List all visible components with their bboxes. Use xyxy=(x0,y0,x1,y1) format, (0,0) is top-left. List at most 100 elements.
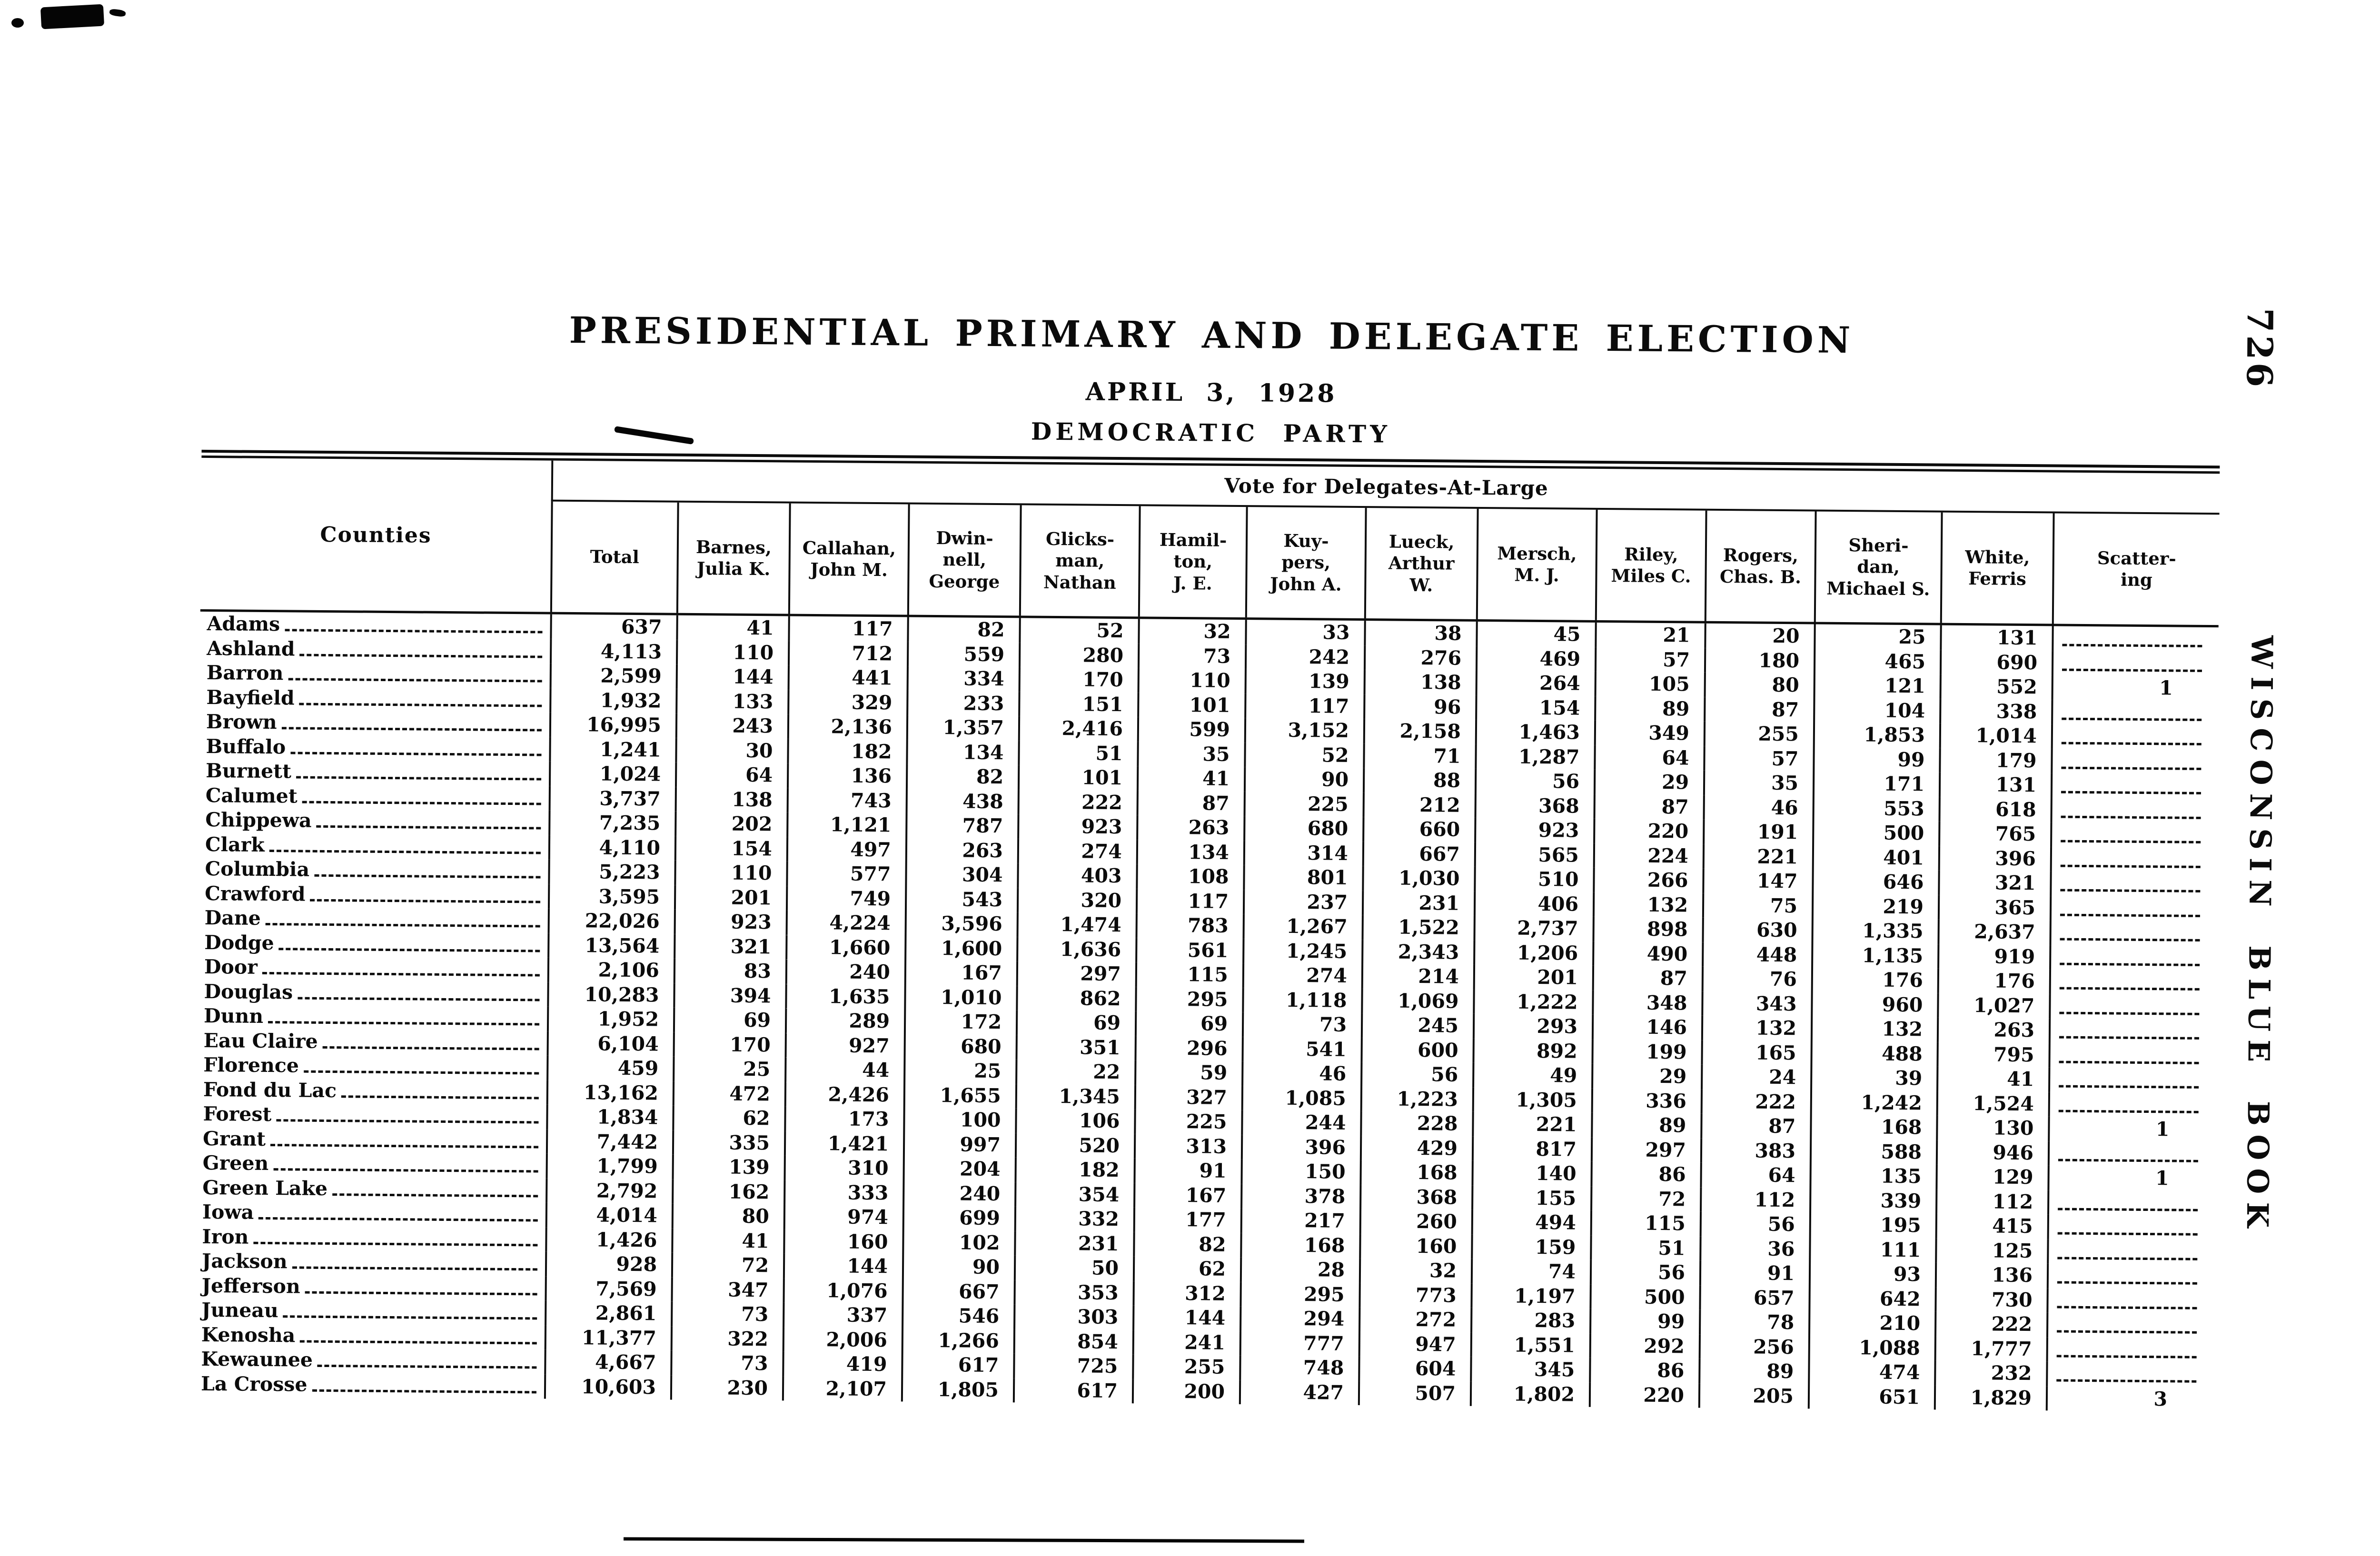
scattering-cell: 1 xyxy=(2051,675,2218,701)
running-title: WISCONSIN BLUE BOOK xyxy=(2240,635,2280,1236)
county-cell: Bayfield xyxy=(199,685,549,712)
vote-cell: 465 xyxy=(1813,649,1940,674)
vote-cell: 162 xyxy=(672,1179,784,1205)
vote-cell: 41 xyxy=(1936,1066,2049,1092)
vote-cell: 1,222 xyxy=(1473,989,1592,1015)
vote-cell: 617 xyxy=(901,1352,1013,1378)
total-cell: 1,799 xyxy=(545,1153,672,1179)
county-name: Door xyxy=(204,955,258,979)
vote-cell: 80 xyxy=(1704,672,1814,698)
dotted-leader xyxy=(2061,773,2202,794)
dotted-leader xyxy=(2056,1337,2197,1358)
scattering-cell xyxy=(2050,822,2217,848)
candidate-column-header: Kuy- pers, John A. xyxy=(1245,507,1365,619)
vote-cell: 4,224 xyxy=(785,910,905,936)
vote-cell: 1,242 xyxy=(1810,1090,1937,1116)
vote-cell: 947 xyxy=(1358,1331,1471,1357)
total-cell: 7,569 xyxy=(545,1276,671,1302)
vote-cell: 1,421 xyxy=(783,1131,903,1157)
total-cell: 4,667 xyxy=(544,1349,671,1376)
vote-cell: 898 xyxy=(1592,916,1702,942)
vote-cell: 136 xyxy=(786,763,906,789)
vote-cell: 274 xyxy=(1017,838,1137,864)
candidate-column-header: White, Ferris xyxy=(1940,512,2053,624)
vote-cell: 46 xyxy=(1241,1061,1361,1087)
candidate-column-header: Lueck, Arthur W. xyxy=(1364,508,1477,619)
dotted-leader xyxy=(2057,1288,2197,1309)
vote-cell: 76 xyxy=(1701,966,1812,992)
vote-cell: 244 xyxy=(1241,1110,1360,1136)
scattering-cell: 3 xyxy=(2045,1386,2213,1412)
vote-cell: 160 xyxy=(1359,1233,1471,1259)
total-cell: 5,223 xyxy=(548,859,674,885)
vote-cell: 490 xyxy=(1592,941,1702,967)
vote-cell: 240 xyxy=(785,959,905,985)
scattering-cell xyxy=(2048,1018,2216,1044)
county-cell: Kenosha xyxy=(195,1322,545,1349)
vote-cell: 2,637 xyxy=(1937,919,2050,945)
vote-cell: 82 xyxy=(905,764,1018,790)
vote-cell: 1,636 xyxy=(1016,936,1136,962)
dotted-leader xyxy=(2057,1239,2198,1260)
vote-cell: 2,136 xyxy=(787,714,907,740)
scattering-cell xyxy=(2051,699,2218,726)
vote-cell: 62 xyxy=(672,1105,784,1131)
vote-cell: 49 xyxy=(1472,1062,1592,1089)
vote-cell: 160 xyxy=(783,1229,902,1255)
vote-cell: 348 xyxy=(1592,990,1702,1016)
dotted-leader xyxy=(2060,920,2200,942)
vote-cell: 1,030 xyxy=(1362,866,1474,892)
vote-cell: 25 xyxy=(903,1058,1016,1084)
vote-cell: 927 xyxy=(784,1033,904,1059)
dotted-leader xyxy=(332,1176,538,1197)
vote-cell: 667 xyxy=(1362,841,1475,867)
scattering-cell xyxy=(2046,1337,2213,1363)
vote-cell: 1,635 xyxy=(785,984,904,1010)
vote-cell: 329 xyxy=(787,690,907,715)
vote-cell: 500 xyxy=(1589,1284,1699,1310)
vote-cell: 396 xyxy=(1240,1134,1360,1160)
vote-cell: 225 xyxy=(1134,1109,1241,1135)
dotted-leader xyxy=(341,1078,539,1099)
vote-cell: 110 xyxy=(675,640,788,665)
vote-cell: 46 xyxy=(1703,795,1813,821)
scattering-cell xyxy=(2048,1042,2215,1069)
vote-cell: 59 xyxy=(1134,1060,1242,1086)
vote-cell: 38 xyxy=(1364,621,1476,646)
dotted-leader xyxy=(278,931,540,952)
vote-cell: 134 xyxy=(1136,839,1244,865)
candidate-column-header: Dwin- nell, George xyxy=(907,504,1020,616)
county-cell: Jackson xyxy=(195,1249,545,1276)
candidate-column-header: Riley, Miles C. xyxy=(1595,509,1706,621)
vote-cell: 1,088 xyxy=(1808,1335,1934,1361)
table-body: Adams 637 41 117 82 52 32 33 38 45 21 20 25 131 Ashlan… xyxy=(194,612,2219,1412)
vote-cell: 44 xyxy=(784,1057,904,1083)
vote-cell: 321 xyxy=(1938,870,2050,896)
vote-cell: 1,802 xyxy=(1469,1381,1589,1407)
scattering-cell xyxy=(2047,1239,2214,1265)
vote-cell: 111 xyxy=(1809,1237,1935,1263)
county-name: Iron xyxy=(202,1225,249,1249)
vote-cell: 546 xyxy=(902,1303,1014,1329)
vote-cell: 144 xyxy=(783,1253,902,1279)
vote-cell: 651 xyxy=(1807,1384,1934,1410)
vote-cell: 1,118 xyxy=(1242,987,1361,1013)
vote-cell: 313 xyxy=(1133,1133,1241,1160)
scattering-cell xyxy=(2047,1140,2215,1167)
vote-cell: 577 xyxy=(786,861,905,887)
vote-cell: 667 xyxy=(902,1279,1014,1305)
vote-cell: 260 xyxy=(1359,1209,1472,1235)
vote-cell: 56 xyxy=(1699,1211,1810,1237)
vote-cell: 892 xyxy=(1472,1038,1592,1064)
county-cell: Columbia xyxy=(198,857,548,884)
candidate-column-header: Glicks- man, Nathan xyxy=(1019,505,1139,617)
vote-cell: 725 xyxy=(1013,1353,1132,1379)
vote-cell: 712 xyxy=(787,641,907,666)
dotted-leader xyxy=(2058,1092,2199,1113)
vote-cell: 171 xyxy=(1812,771,1939,797)
scattering-cell xyxy=(2049,920,2216,946)
vote-cell: 56 xyxy=(1474,768,1594,794)
vote-cell: 205 xyxy=(1698,1383,1808,1409)
county-name: Calumet xyxy=(205,783,298,807)
vote-cell: 182 xyxy=(787,739,906,764)
